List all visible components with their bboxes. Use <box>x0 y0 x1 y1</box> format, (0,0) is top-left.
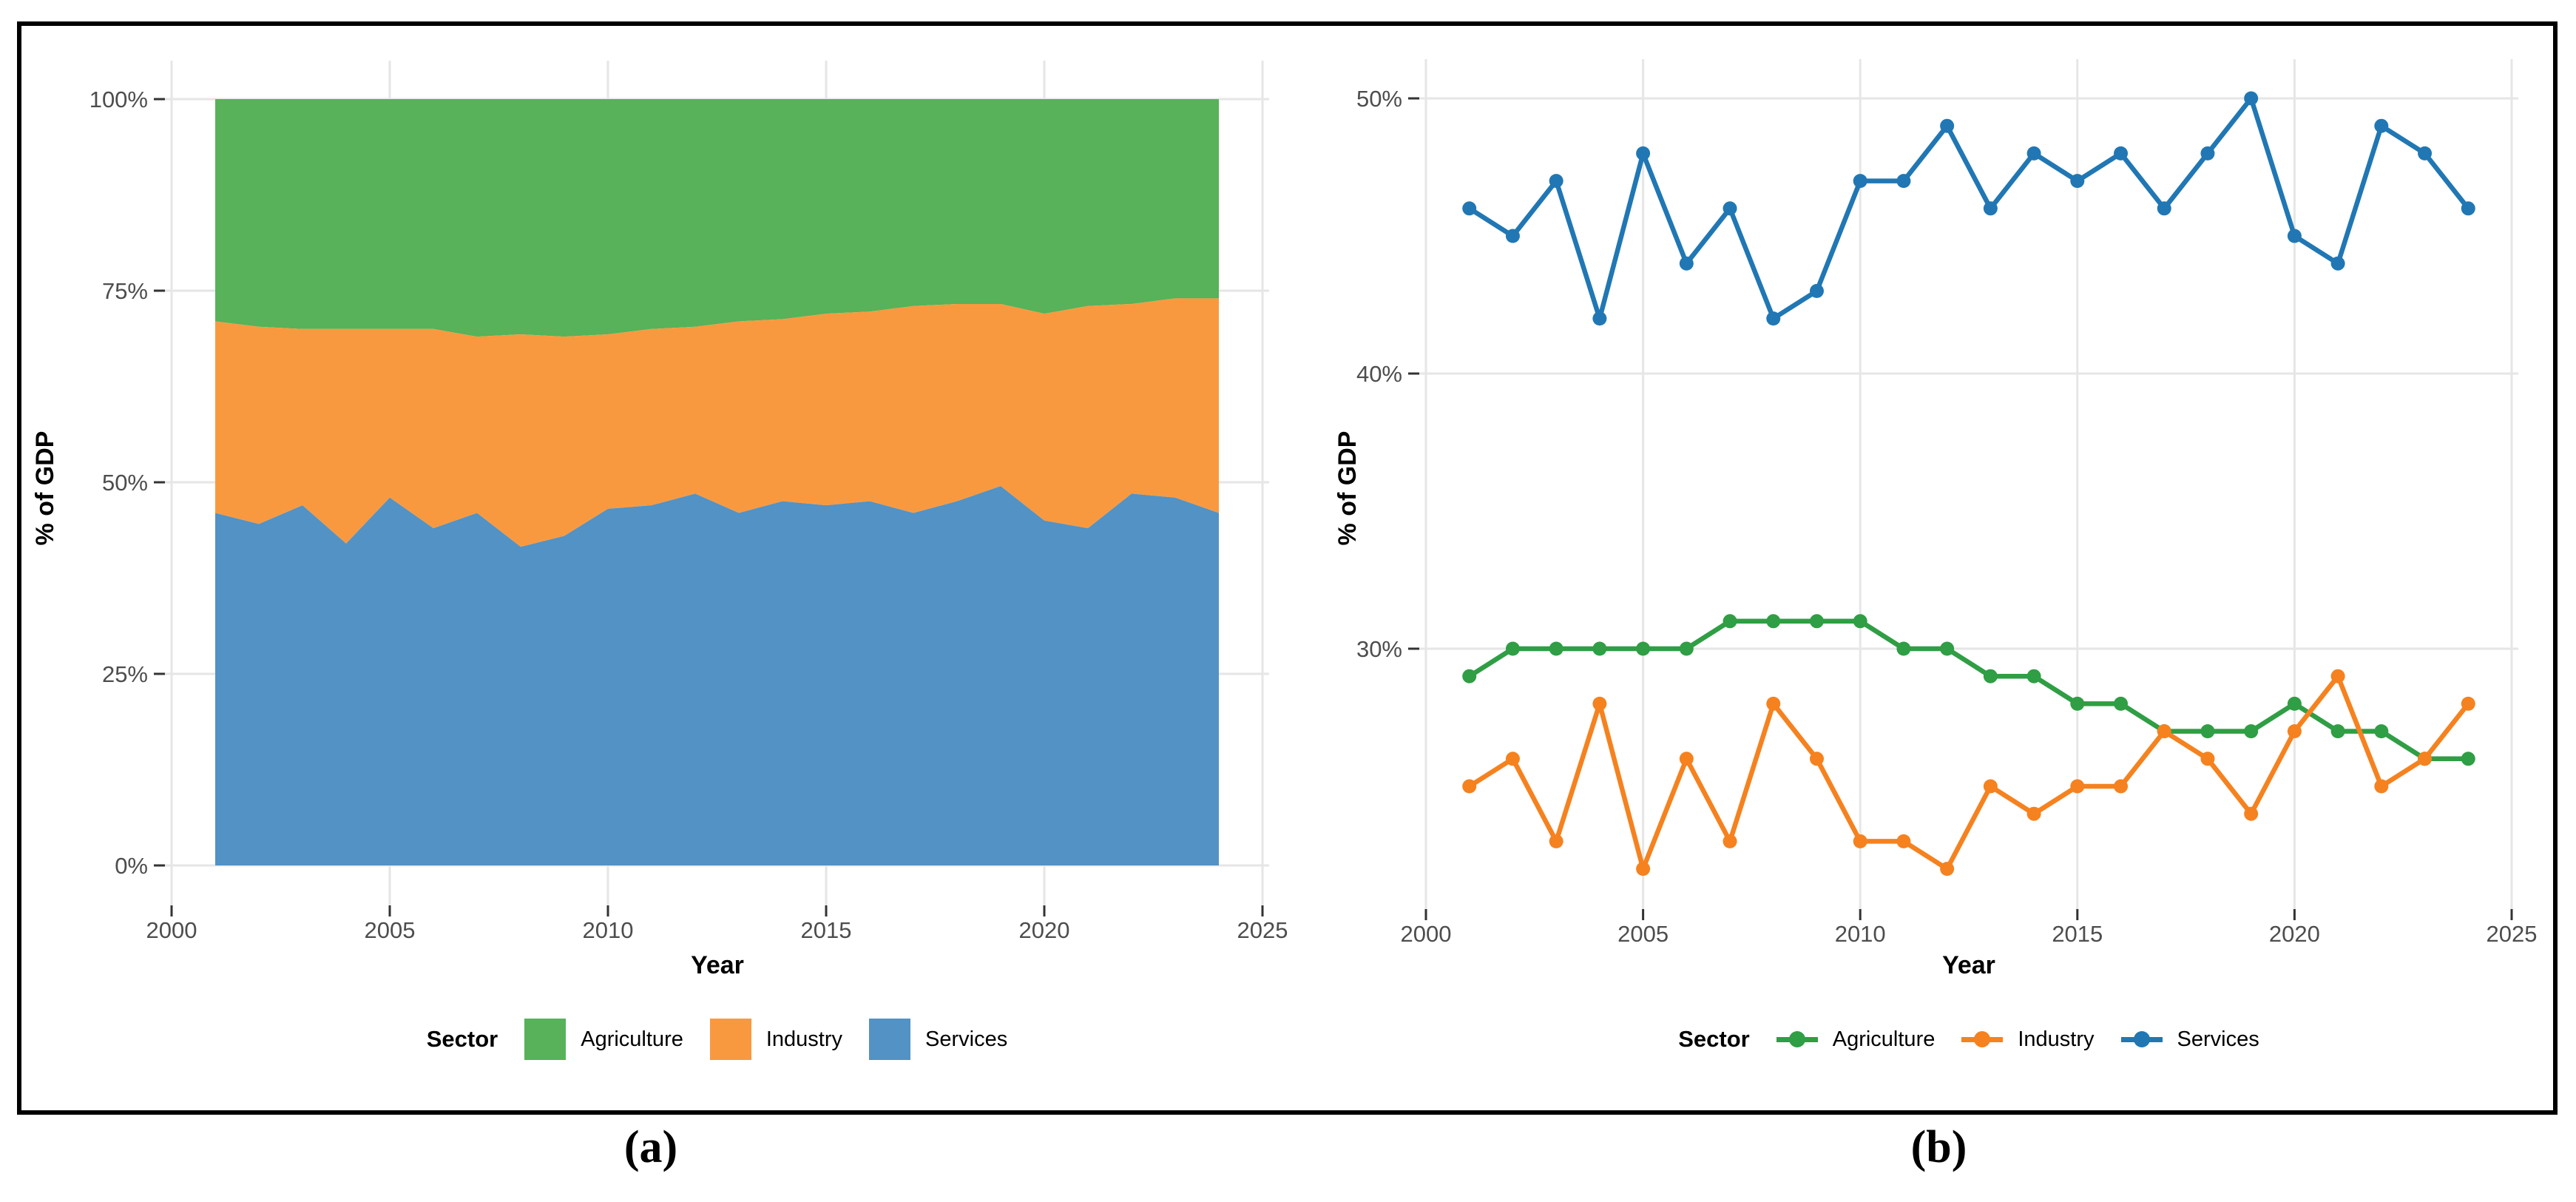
services-swatch <box>869 1019 911 1060</box>
svg-text:2020: 2020 <box>1019 917 1070 943</box>
svg-text:2025: 2025 <box>2487 921 2538 947</box>
figure-border <box>17 21 2558 1115</box>
svg-text:75%: 75% <box>102 278 148 304</box>
legend-b-label-industry: Industry <box>2018 1027 2095 1051</box>
svg-text:2020: 2020 <box>2269 921 2320 947</box>
legend-a-label-agriculture: Agriculture <box>581 1027 683 1051</box>
industry-swatch <box>709 1019 751 1060</box>
svg-text:2015: 2015 <box>801 917 852 943</box>
svg-text:2025: 2025 <box>1237 917 1288 943</box>
svg-text:2005: 2005 <box>365 917 416 943</box>
svg-text:100%: 100% <box>89 87 148 112</box>
svg-text:2015: 2015 <box>2052 921 2103 947</box>
legend-b-item-industry: Industry <box>1961 1027 2095 1052</box>
agriculture-swatch <box>524 1019 567 1060</box>
legend-b: Sector Agriculture Industry Services <box>1419 1015 2518 1064</box>
svg-text:40%: 40% <box>1356 361 1402 387</box>
legend-a-item-industry: Industry <box>709 1019 843 1060</box>
legend-a-label-industry: Industry <box>765 1027 843 1051</box>
line-series <box>1462 91 2475 877</box>
y-axis-title-b: % of GDP <box>1333 431 1362 546</box>
axis-b: 30% 40% 50% 2000 2005 2010 2015 2020 2025 <box>1356 86 2538 947</box>
svg-text:2010: 2010 <box>1835 921 1886 947</box>
legend-b-item-services: Services <box>2120 1027 2259 1052</box>
agriculture-line-key-icon <box>1776 1030 1818 1048</box>
svg-text:30%: 30% <box>1356 636 1402 662</box>
legend-a-label-services: Services <box>925 1027 1008 1051</box>
legend-b-title: Sector <box>1678 1026 1750 1052</box>
svg-text:50%: 50% <box>1356 86 1402 112</box>
legend-a-item-agriculture: Agriculture <box>524 1019 683 1060</box>
svg-text:2000: 2000 <box>1401 921 1452 947</box>
legend-b-label-agriculture: Agriculture <box>1832 1027 1936 1051</box>
line-chart: 30% 40% 50% 2000 2005 2010 2015 2020 2025 Year %… <box>1333 59 2538 979</box>
legend-b-item-agriculture: Agriculture <box>1776 1027 1936 1052</box>
axis-a: 0% 25% 50% 75% 100% 2000 2005 2010 2015 2020 2025 <box>89 87 1288 943</box>
legend-a-item-services: Services <box>869 1019 1007 1060</box>
stacked-area-chart: 0%25%50%75%100%2000 2005 2010 2015 2020 2025 … <box>31 61 1288 979</box>
legend-a: Sector Agriculture Industry Services <box>165 1015 1269 1064</box>
svg-text:50%: 50% <box>102 470 148 496</box>
legend-a-title: Sector <box>426 1026 498 1052</box>
svg-text:2010: 2010 <box>583 917 634 943</box>
caption-a: (a) <box>623 1122 678 1172</box>
services-line-key-icon <box>2120 1030 2163 1048</box>
y-axis-title-a: % of GDP <box>31 431 59 546</box>
industry-line-key-icon <box>1961 1030 2004 1048</box>
x-axis-title-b: Year <box>1942 951 1995 979</box>
svg-text:0%: 0% <box>115 853 148 879</box>
caption-b: (b) <box>1910 1122 1967 1172</box>
grid-b <box>1419 59 2518 909</box>
x-axis-title-a: Year <box>691 951 744 979</box>
svg-text:25%: 25% <box>102 661 148 687</box>
stacked-areas <box>215 99 1219 865</box>
legend-b-label-services: Services <box>2177 1027 2259 1051</box>
svg-text:2005: 2005 <box>1617 921 1669 947</box>
svg-text:2000: 2000 <box>146 917 197 943</box>
